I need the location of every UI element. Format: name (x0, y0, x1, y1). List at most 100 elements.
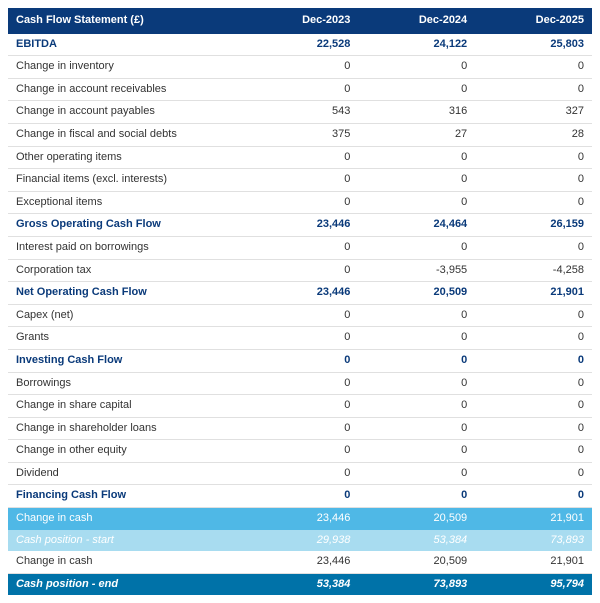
row-value: 0 (475, 349, 592, 372)
row-value: 0 (475, 440, 592, 463)
row-value: 53,384 (242, 573, 359, 595)
row-value: 0 (358, 417, 475, 440)
period-2: Dec-2025 (475, 8, 592, 34)
table-row: Change in shareholder loans000 (8, 417, 592, 440)
row-value: 0 (475, 169, 592, 192)
row-value: -3,955 (358, 259, 475, 282)
row-value: 0 (358, 395, 475, 418)
row-value: 327 (475, 101, 592, 124)
row-label: Borrowings (8, 372, 242, 395)
row-label: Change in cash (8, 508, 242, 530)
row-label: Dividend (8, 462, 242, 485)
row-label: Capex (net) (8, 304, 242, 327)
row-value: 0 (475, 146, 592, 169)
row-value: 24,122 (358, 34, 475, 56)
row-value: 29,938 (242, 530, 359, 552)
table-row: Borrowings000 (8, 372, 592, 395)
row-value: 0 (475, 304, 592, 327)
row-value: 20,509 (358, 508, 475, 530)
row-value: 27 (358, 123, 475, 146)
row-value: -4,258 (475, 259, 592, 282)
row-value: 0 (242, 349, 359, 372)
row-value: 0 (475, 327, 592, 350)
row-value: 0 (242, 78, 359, 101)
row-value: 95,794 (475, 573, 592, 595)
row-label: Change in account payables (8, 101, 242, 124)
row-label: Financial items (excl. interests) (8, 169, 242, 192)
table-row: Cash position - start29,93853,38473,893 (8, 530, 592, 552)
row-value: 0 (358, 485, 475, 508)
row-value: 20,509 (358, 282, 475, 305)
row-value: 21,901 (475, 282, 592, 305)
cash-flow-table: Cash Flow Statement (£) Dec-2023 Dec-202… (8, 8, 592, 595)
row-label: Grants (8, 327, 242, 350)
row-value: 0 (242, 485, 359, 508)
row-value: 0 (242, 327, 359, 350)
row-value: 0 (242, 169, 359, 192)
row-value: 0 (358, 462, 475, 485)
table-row: Gross Operating Cash Flow23,44624,46426,… (8, 214, 592, 237)
row-value: 23,446 (242, 282, 359, 305)
row-label: Financing Cash Flow (8, 485, 242, 508)
row-value: 0 (358, 169, 475, 192)
row-label: EBITDA (8, 34, 242, 56)
row-value: 0 (358, 78, 475, 101)
table-row: Financing Cash Flow000 (8, 485, 592, 508)
period-1: Dec-2024 (358, 8, 475, 34)
row-value: 25,803 (475, 34, 592, 56)
table-row: EBITDA22,52824,12225,803 (8, 34, 592, 56)
row-value: 0 (358, 304, 475, 327)
row-label: Change in fiscal and social debts (8, 123, 242, 146)
row-value: 73,893 (358, 573, 475, 595)
row-value: 0 (242, 372, 359, 395)
table-row: Change in other equity000 (8, 440, 592, 463)
row-value: 0 (242, 440, 359, 463)
row-value: 0 (242, 146, 359, 169)
row-value: 0 (475, 56, 592, 79)
row-value: 0 (358, 236, 475, 259)
row-label: Exceptional items (8, 191, 242, 214)
table-row: Other operating items000 (8, 146, 592, 169)
row-value: 0 (475, 485, 592, 508)
row-value: 23,446 (242, 214, 359, 237)
table-row: Change in cash23,44620,50921,901 (8, 508, 592, 530)
row-label: Change in other equity (8, 440, 242, 463)
row-label: Cash position - end (8, 573, 242, 595)
row-label: Change in cash (8, 551, 242, 573)
row-value: 0 (358, 349, 475, 372)
row-value: 0 (242, 462, 359, 485)
row-value: 0 (358, 372, 475, 395)
row-value: 21,901 (475, 551, 592, 573)
row-value: 0 (475, 78, 592, 101)
row-label: Corporation tax (8, 259, 242, 282)
row-label: Change in shareholder loans (8, 417, 242, 440)
table-row: Change in account payables543316327 (8, 101, 592, 124)
row-value: 20,509 (358, 551, 475, 573)
row-label: Change in inventory (8, 56, 242, 79)
table-row: Capex (net)000 (8, 304, 592, 327)
row-value: 28 (475, 123, 592, 146)
row-value: 0 (358, 327, 475, 350)
row-value: 0 (358, 146, 475, 169)
row-value: 0 (242, 304, 359, 327)
table-title: Cash Flow Statement (£) (8, 8, 242, 34)
row-label: Other operating items (8, 146, 242, 169)
row-value: 22,528 (242, 34, 359, 56)
row-label: Investing Cash Flow (8, 349, 242, 372)
row-value: 0 (358, 191, 475, 214)
row-label: Gross Operating Cash Flow (8, 214, 242, 237)
row-label: Change in account receivables (8, 78, 242, 101)
row-value: 0 (358, 56, 475, 79)
table-row: Interest paid on borrowings000 (8, 236, 592, 259)
table-row: Investing Cash Flow000 (8, 349, 592, 372)
row-value: 0 (475, 395, 592, 418)
row-value: 0 (242, 56, 359, 79)
row-label: Change in share capital (8, 395, 242, 418)
table-row: Net Operating Cash Flow23,44620,50921,90… (8, 282, 592, 305)
row-value: 0 (242, 259, 359, 282)
table-row: Corporation tax0-3,955-4,258 (8, 259, 592, 282)
row-value: 0 (475, 372, 592, 395)
row-value: 0 (242, 417, 359, 440)
table-row: Grants000 (8, 327, 592, 350)
table-row: Change in cash23,44620,50921,901 (8, 551, 592, 573)
